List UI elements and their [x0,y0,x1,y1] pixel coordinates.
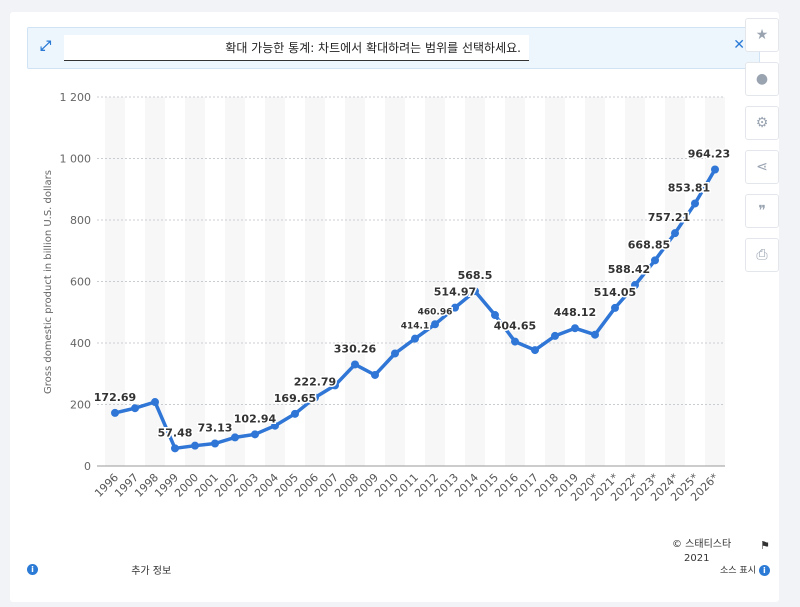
data-label: 460.96 [418,307,453,317]
more-info-link[interactable]: 추가 정보 [131,566,172,577]
data-label: 668.85 [628,238,670,251]
data-point [511,337,519,346]
copyright-year: 2021 [684,553,710,564]
data-point [231,433,239,442]
source-info-icon: i [758,565,770,576]
info-icon[interactable]: i [27,564,38,575]
data-point [391,349,399,358]
data-point [711,165,719,174]
share-icon: ⋖ [756,159,768,175]
y-tick-label: 1 000 [60,153,92,166]
expand-icon[interactable]: ⤢ [40,38,52,54]
data-label: 853.81 [668,181,710,194]
data-point [591,330,599,339]
data-point [451,303,459,312]
settings-button[interactable]: ⚙ [745,106,779,140]
data-label: 588.42 [608,263,650,276]
y-tick-label: 800 [70,214,91,227]
credits: © 스태티스타 2021 [672,538,731,566]
data-point [111,408,119,417]
data-label: 404.65 [494,320,536,333]
data-label: 330.26 [334,342,377,355]
data-label: 757.21 [648,211,690,224]
zoom-message: 확대 가능한 통계: 차트에서 확대하려는 범위를 선택하세요. [64,35,529,61]
data-label: 448.12 [554,306,596,319]
data-points [111,165,719,453]
y-axis-label: Gross domestic product in billion U.S. d… [43,170,54,394]
data-point [411,334,419,343]
data-label: 172.69 [94,391,136,404]
star-button[interactable]: ★ [745,18,779,52]
footer-left: i 추가 정보 [27,562,171,577]
flag-icon[interactable]: ⚑ [760,539,770,552]
data-point [471,287,479,296]
bell-icon: ● [755,71,769,87]
x-tick-labels: 1996199719981999200020012002200320042005… [92,471,721,504]
star-icon: ★ [755,27,769,43]
data-point [491,311,499,320]
data-label: 102.94 [234,412,277,425]
data-label: 73.13 [198,422,233,435]
data-point [331,381,339,390]
data-label: 57.48 [158,426,193,439]
data-point [631,281,639,290]
y-tick-label: 400 [70,337,91,350]
y-tick-label: 200 [70,399,91,412]
y-tick-label: 0 [84,460,91,473]
data-label: 568.5 [458,269,493,282]
show-source-label: 소스 표시 [720,566,756,576]
y-tick-label: 600 [70,276,91,289]
data-point [311,393,319,402]
quote-icon: ❞ [758,203,766,219]
data-label: 414.1 [401,322,429,332]
share-button[interactable]: ⋖ [745,150,779,184]
data-point [611,303,619,312]
data-point [531,346,539,355]
y-tick-label: 1 200 [60,91,92,104]
data-point [351,360,359,369]
data-point [211,439,219,448]
data-point [251,430,259,439]
cite-button[interactable]: ❞ [745,194,779,228]
show-source-link[interactable]: 소스 표시 i [720,563,770,576]
data-point [671,229,679,238]
data-point [551,331,559,340]
gear-icon: ⚙ [755,115,769,131]
close-icon[interactable]: ✕ [733,37,745,53]
print-icon: ⎙ [756,247,768,263]
data-point [171,444,179,453]
data-point [691,199,699,208]
y-tick-labels: 0 200 400 600 800 1 000 1 200 [60,91,92,473]
data-label: 169.65 [274,392,316,405]
data-label: 222.79 [294,375,336,388]
data-point [651,256,659,265]
data-label: 514.05 [594,286,636,299]
zoom-banner: ⤢ 확대 가능한 통계: 차트에서 확대하려는 범위를 선택하세요. ✕ [27,27,760,69]
data-point [291,409,299,418]
print-button[interactable]: ⎙ [745,238,779,272]
data-point [571,324,579,333]
data-label: 514.97 [434,286,476,299]
side-toolbar: ★ ● ⚙ ⋖ ❞ ⎙ [745,18,779,282]
data-label: 964.23 [688,147,730,160]
data-point [271,421,279,430]
data-point [191,441,199,450]
data-point [371,370,379,379]
notification-button[interactable]: ● [745,62,779,96]
data-point [151,398,159,407]
data-point [131,404,139,413]
copyright-text: © 스태티스타 [672,539,732,550]
data-point [431,320,439,329]
